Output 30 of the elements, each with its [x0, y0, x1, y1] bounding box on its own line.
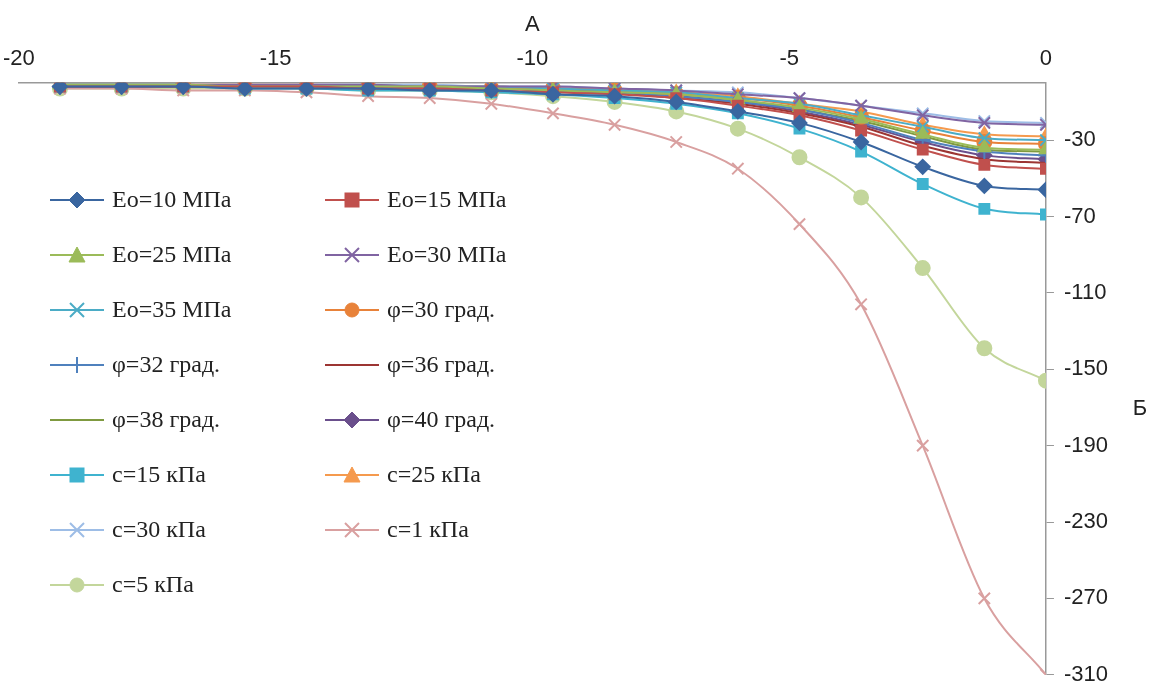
- legend-label: c=30 кПа: [112, 516, 206, 543]
- legend-label: c=25 кПа: [387, 461, 481, 488]
- x-tick-label: -15: [259, 44, 292, 70]
- legend-label: c=15 кПа: [112, 461, 206, 488]
- x-axis-title: А: [525, 11, 541, 37]
- legend-label: Eo=15 МПа: [387, 186, 507, 213]
- legend-label: Eo=35 МПа: [112, 296, 232, 323]
- y-tick-label: -310: [1063, 660, 1109, 686]
- legend-label: Eo=10 МПа: [112, 186, 232, 213]
- legend-label: φ=38 град.: [112, 406, 221, 433]
- legend-label: c=1 кПа: [387, 516, 469, 543]
- y-axis-title: Б: [1132, 394, 1148, 420]
- x-tick-label: -20: [3, 44, 35, 70]
- y-tick-label: -230: [1063, 508, 1109, 534]
- x-tick-label: -10: [516, 44, 549, 70]
- y-tick-label: -150: [1063, 355, 1109, 381]
- y-tick-label: -30: [1063, 126, 1096, 152]
- y-tick-label: -190: [1063, 431, 1109, 457]
- x-tick-label: 0: [1039, 44, 1053, 70]
- y-tick-label: -70: [1063, 202, 1096, 228]
- legend-label: φ=30 град.: [387, 296, 496, 323]
- legend-label: c=5 кПа: [112, 571, 194, 598]
- legend-label: Eo=25 МПа: [112, 241, 232, 268]
- legend-label: φ=32 град.: [112, 351, 221, 378]
- y-tick-label: -110: [1063, 278, 1107, 304]
- x-tick-label: -5: [779, 44, 799, 70]
- y-tick-label: -270: [1063, 584, 1109, 610]
- legend-label: φ=40 град.: [387, 406, 496, 433]
- legend-label: Eo=30 МПа: [387, 241, 507, 268]
- legend-label: φ=36 град.: [387, 351, 496, 378]
